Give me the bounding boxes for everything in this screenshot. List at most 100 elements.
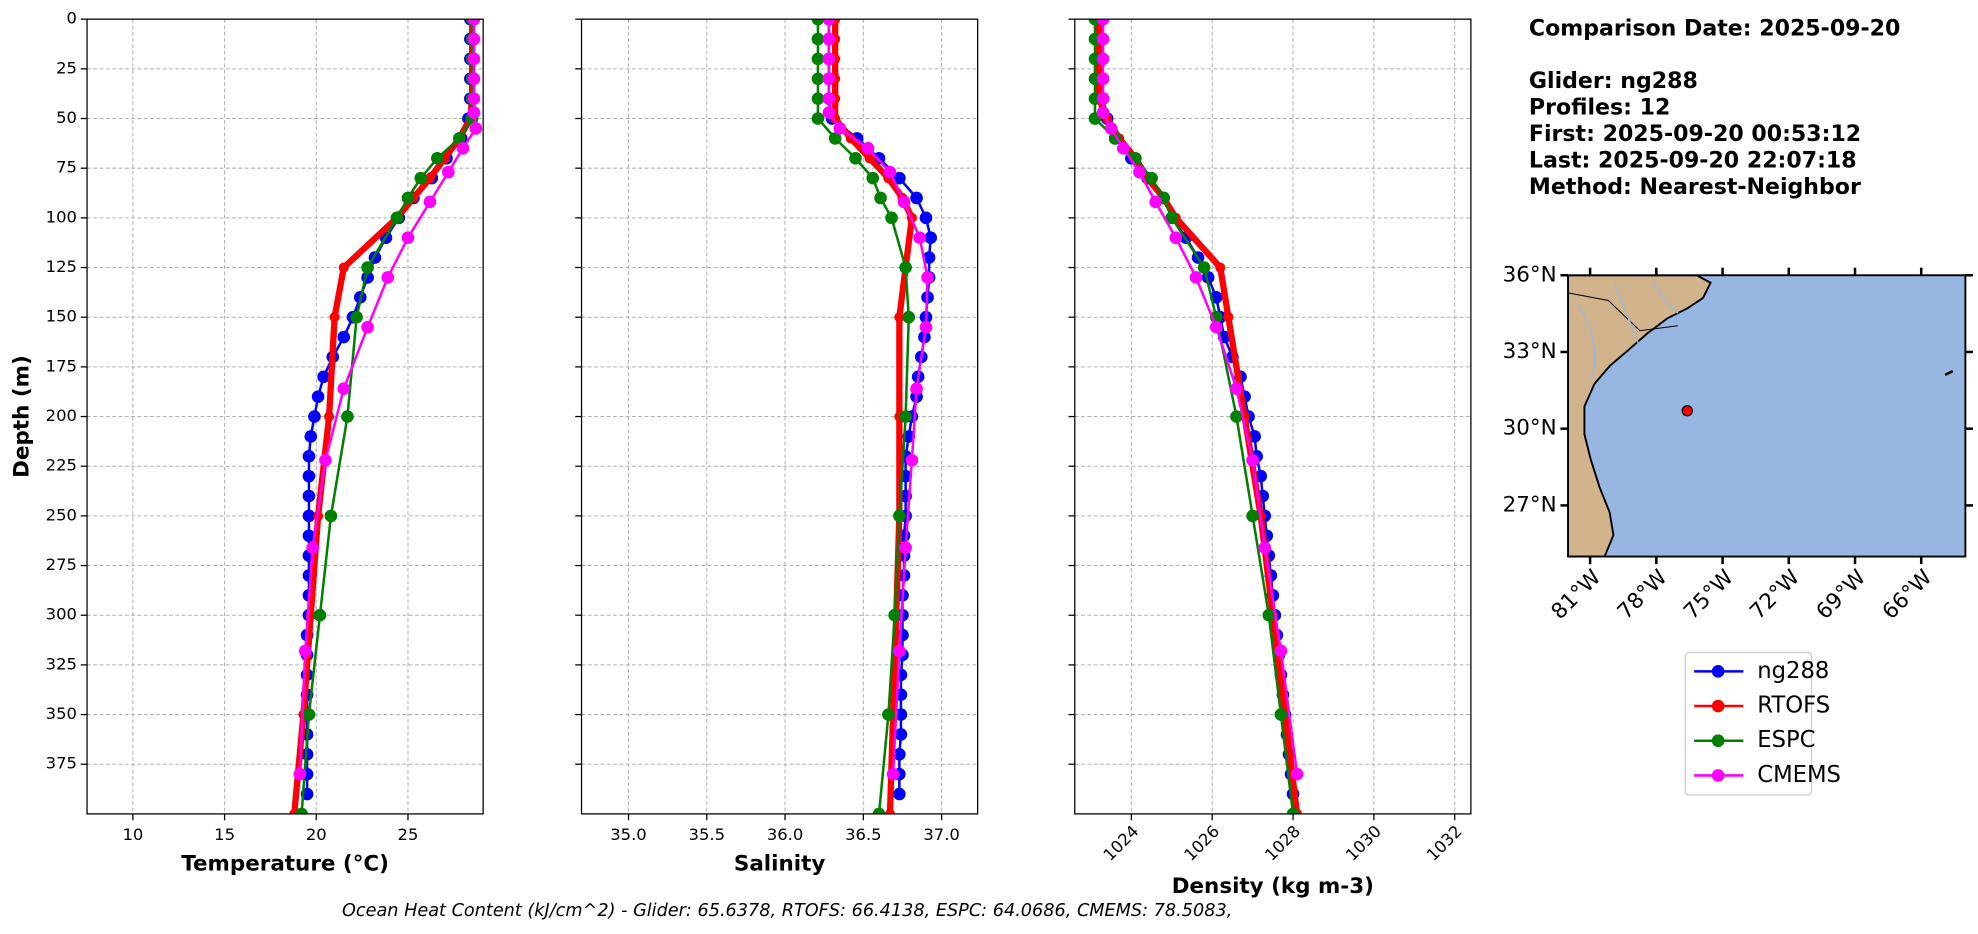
series-marker — [456, 142, 470, 155]
series-marker — [302, 708, 316, 721]
series-marker — [882, 708, 895, 721]
series-marker — [467, 106, 481, 119]
series-marker — [1096, 72, 1110, 86]
series-line — [1097, 19, 1295, 795]
series-marker — [811, 72, 825, 86]
series-marker — [902, 310, 916, 324]
y-axis-label: Depth (m) — [10, 355, 35, 478]
series-marker — [350, 310, 363, 324]
series-marker — [1274, 708, 1288, 721]
series-marker — [329, 312, 340, 323]
legend-marker — [1711, 769, 1725, 782]
x-axis-label: Temperature (°C) — [181, 851, 389, 876]
series-marker — [894, 312, 905, 323]
y-tick-label: 150 — [46, 307, 77, 326]
series-marker — [467, 92, 481, 105]
series-marker — [893, 509, 906, 523]
x-tick-label: 35.0 — [610, 825, 646, 844]
series-marker — [888, 608, 901, 622]
series-marker — [866, 171, 880, 185]
series-marker — [883, 165, 897, 179]
y-tick-label: 75 — [56, 158, 77, 177]
x-tick-label: 1028 — [1261, 822, 1304, 865]
map-frame — [1567, 274, 1967, 558]
series-marker — [338, 262, 349, 273]
series-marker — [1145, 171, 1158, 185]
series-marker — [1286, 807, 1300, 814]
axes-frame — [86, 18, 484, 815]
axes-frame — [580, 18, 979, 815]
series-marker — [849, 151, 862, 165]
series-marker — [441, 165, 455, 179]
x-tick-label: 36.5 — [845, 825, 881, 844]
series-marker — [811, 112, 825, 125]
series-marker — [822, 52, 836, 66]
series-marker — [1104, 122, 1118, 135]
x-tick-label: 1024 — [1100, 822, 1143, 865]
series-marker — [822, 32, 836, 46]
series-marker — [1248, 430, 1261, 443]
state-border — [1568, 292, 1678, 332]
series-marker — [1209, 320, 1223, 334]
series-marker — [390, 211, 404, 225]
y-tick-label: 375 — [46, 754, 77, 773]
series-marker — [469, 122, 483, 135]
series-marker — [1223, 312, 1234, 323]
lat-label: 30°N — [1503, 416, 1557, 441]
y-tick-label: 175 — [46, 356, 77, 375]
series-marker — [884, 808, 896, 814]
land — [1568, 275, 1712, 557]
series-marker — [1169, 231, 1183, 245]
series-marker — [811, 92, 825, 105]
plot-area — [289, 19, 483, 814]
series-marker — [1096, 106, 1110, 119]
lat-label: 33°N — [1503, 339, 1557, 364]
x-tick-label: 37.0 — [923, 825, 959, 844]
series-marker — [899, 261, 912, 274]
x-tick-label: 10 — [122, 825, 143, 844]
x-tick-label: 1030 — [1342, 822, 1385, 865]
series-marker — [311, 390, 325, 403]
lon-label: 81°W — [1547, 565, 1607, 625]
lon-label: 78°W — [1613, 565, 1673, 625]
series-marker — [924, 231, 937, 245]
y-tick-label: 100 — [46, 207, 77, 226]
series-marker — [910, 382, 923, 396]
series-marker — [893, 171, 906, 185]
series-marker — [341, 410, 354, 423]
series-marker — [811, 52, 825, 66]
series-marker — [1096, 19, 1110, 26]
series-marker — [893, 747, 906, 761]
series-marker — [317, 370, 330, 384]
series-marker — [414, 171, 428, 185]
y-tick-label: 200 — [46, 406, 77, 425]
series-marker — [1116, 142, 1130, 155]
series-marker — [894, 728, 908, 741]
x-tick-label: 20 — [306, 825, 327, 844]
series-marker — [302, 489, 316, 503]
series-marker — [1096, 92, 1110, 105]
map-background — [1568, 275, 1966, 557]
series-marker — [893, 644, 906, 658]
plot-area — [1088, 19, 1304, 814]
axes-frame — [1074, 18, 1472, 815]
lon-label: 72°W — [1745, 565, 1805, 625]
legend-label: RTOFS — [1757, 693, 1830, 719]
series-marker — [811, 19, 825, 26]
x-axis-label: Density (kg m-3) — [1172, 874, 1374, 899]
series-marker — [452, 132, 466, 145]
series-marker — [423, 195, 437, 209]
lat-label: 27°N — [1503, 492, 1557, 517]
series-marker — [302, 529, 316, 543]
series-marker — [1290, 767, 1304, 781]
series-marker — [885, 211, 898, 225]
series-marker — [324, 411, 335, 422]
series-marker — [822, 19, 836, 26]
series-marker — [1096, 52, 1110, 66]
series-marker — [1246, 453, 1259, 467]
series-marker — [313, 608, 327, 622]
legend-box — [1684, 651, 1813, 796]
legend-label: ng288 — [1757, 658, 1829, 684]
series-marker — [861, 142, 875, 155]
